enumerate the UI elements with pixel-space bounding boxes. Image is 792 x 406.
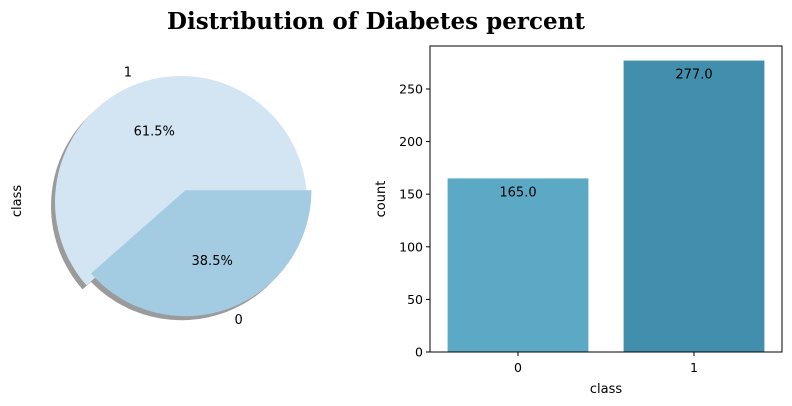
- bar-ytick-label: 100: [399, 239, 423, 254]
- pie-category-label: 1: [124, 65, 132, 80]
- bar-ytick-label: 0: [415, 345, 423, 360]
- figure-title: Distribution of Diabetes percent: [167, 8, 585, 35]
- pie-category-label: 0: [234, 313, 242, 328]
- bar-ytick-label: 250: [399, 81, 423, 96]
- bar-xlabel: class: [590, 382, 622, 397]
- pie-ylabel: class: [10, 185, 25, 217]
- bar-axes-frame: [429, 45, 783, 353]
- bar-ytick-label: 50: [407, 292, 423, 307]
- bar: [447, 178, 589, 352]
- pie-slice: [90, 190, 312, 317]
- pie-percent-label: 38.5%: [192, 254, 233, 269]
- bar-yticks: 0 50 100 150 200 250: [399, 81, 430, 360]
- pie-labels: 1 61.5% 0 38.5%: [124, 65, 243, 328]
- bar-ylabel: count: [374, 181, 389, 218]
- pie-slices: [55, 76, 312, 317]
- bar-xtick-label: 0: [514, 360, 522, 375]
- bar-value-labels: 165.0 277.0: [499, 68, 712, 201]
- pie-chart: class 1 61.5% 0 38.5%: [10, 65, 312, 328]
- pie-slice: [55, 76, 308, 286]
- bar-xtick-label: 1: [690, 360, 698, 375]
- bar-bars: [447, 60, 765, 352]
- bar: [623, 60, 765, 352]
- pie-percent-label: 61.5%: [134, 124, 175, 139]
- bar-ytick-label: 150: [399, 187, 423, 202]
- bar-ytick-label: 200: [399, 134, 423, 149]
- bar-value-label: 277.0: [675, 68, 712, 83]
- bar-value-label: 165.0: [499, 185, 536, 200]
